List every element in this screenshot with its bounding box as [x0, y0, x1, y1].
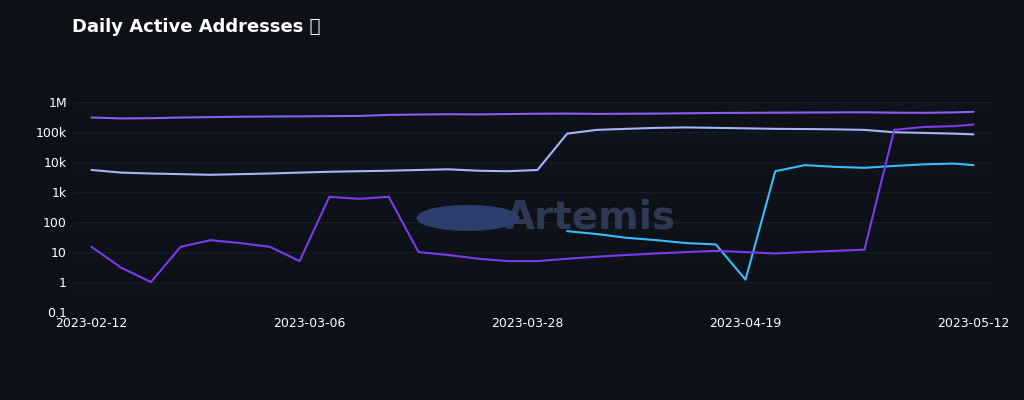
Text: Daily Active Addresses ⓘ: Daily Active Addresses ⓘ — [72, 18, 321, 36]
Circle shape — [418, 206, 518, 230]
Text: Artemis: Artemis — [505, 199, 676, 237]
Legend: Polygon, StarkNet, Sui, zkSync Era: Polygon, StarkNet, Sui, zkSync Era — [355, 399, 710, 400]
